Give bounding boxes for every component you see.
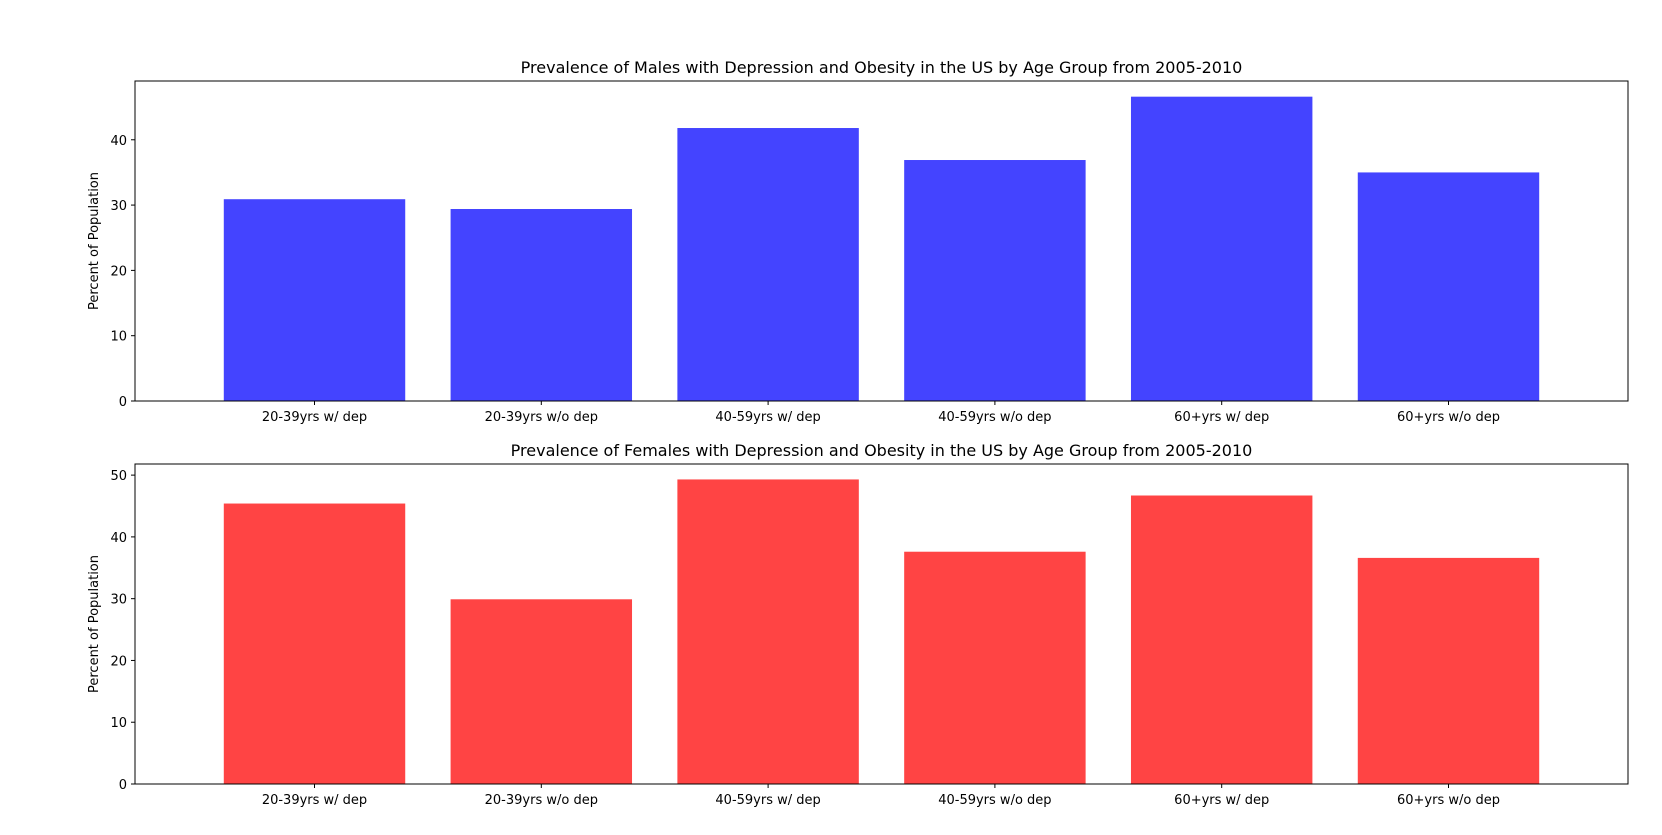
females-x-tick-label: 60+yrs w/o dep [1397,793,1500,808]
males-x-tick-label: 20-39yrs w/ dep [262,410,367,425]
males-y-tick-label: 40 [110,134,127,149]
females-bar [223,503,406,784]
females-y-tick-label: 10 [110,716,127,731]
males-bar [677,128,859,402]
males-chart-title: Prevalence of Males with Depression and … [521,58,1243,77]
males-bar [1357,172,1540,401]
females-bar [450,599,633,784]
males-bar [450,209,633,401]
females-y-tick-label: 0 [119,778,127,793]
females-bar [1357,557,1540,784]
males-x-tick-label: 60+yrs w/o dep [1397,410,1500,425]
males-axes-frame [134,80,1629,402]
females-x-tick-label: 20-39yrs w/o dep [485,793,598,808]
females-y-tick-label: 30 [110,593,127,608]
females-y-axis-label: Percent of Population [87,555,102,693]
males-bar [1130,96,1313,402]
females-axes-frame [134,463,1629,785]
males-bar [223,199,406,401]
females-chart: Prevalence of Females with Depression an… [87,441,1629,808]
females-y-tick-label: 50 [110,469,127,484]
males-x-tick-label: 40-59yrs w/o dep [938,410,1051,425]
females-bar [904,551,1086,784]
females-y-tick-label: 20 [110,654,127,669]
males-y-tick-label: 30 [110,199,127,214]
females-bar [677,479,859,784]
males-y-tick-label: 10 [110,330,127,345]
females-x-tick-label: 40-59yrs w/o dep [938,793,1051,808]
males-chart: Prevalence of Males with Depression and … [87,58,1629,425]
males-x-tick-label: 20-39yrs w/o dep [485,410,598,425]
females-y-tick-label: 40 [110,531,127,546]
males-x-tick-label: 40-59yrs w/ dep [715,410,820,425]
females-chart-title: Prevalence of Females with Depression an… [511,441,1253,460]
males-bar [904,160,1086,401]
females-bar [1130,495,1313,784]
males-y-axis-label: Percent of Population [87,172,102,310]
males-y-tick-label: 20 [110,264,127,279]
males-y-tick-label: 0 [119,395,127,410]
females-x-tick-label: 40-59yrs w/ dep [715,793,820,808]
females-x-tick-label: 20-39yrs w/ dep [262,793,367,808]
males-x-tick-label: 60+yrs w/ dep [1174,410,1269,425]
females-x-tick-label: 60+yrs w/ dep [1174,793,1269,808]
